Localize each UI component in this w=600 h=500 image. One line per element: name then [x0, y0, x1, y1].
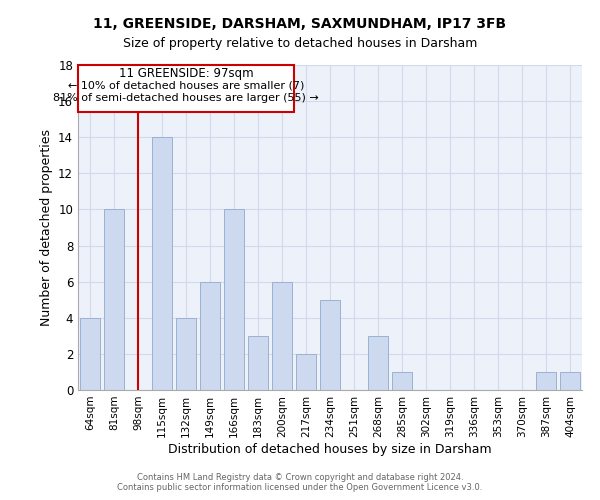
Bar: [296, 354, 316, 390]
Bar: [320, 300, 340, 390]
Bar: [392, 372, 412, 390]
Bar: [248, 336, 268, 390]
Text: 11 GREENSIDE: 97sqm: 11 GREENSIDE: 97sqm: [119, 66, 253, 80]
Text: ← 10% of detached houses are smaller (7): ← 10% of detached houses are smaller (7): [68, 81, 304, 91]
X-axis label: Distribution of detached houses by size in Darsham: Distribution of detached houses by size …: [168, 442, 492, 456]
Bar: [80, 318, 100, 390]
Bar: [224, 210, 244, 390]
Bar: [176, 318, 196, 390]
Y-axis label: Number of detached properties: Number of detached properties: [40, 129, 53, 326]
FancyBboxPatch shape: [79, 65, 293, 112]
Text: Contains HM Land Registry data © Crown copyright and database right 2024.
Contai: Contains HM Land Registry data © Crown c…: [118, 473, 482, 492]
Bar: [368, 336, 388, 390]
Text: 81% of semi-detached houses are larger (55) →: 81% of semi-detached houses are larger (…: [53, 94, 319, 104]
Bar: [200, 282, 220, 390]
Bar: [104, 210, 124, 390]
Bar: [272, 282, 292, 390]
Bar: [560, 372, 580, 390]
Text: Size of property relative to detached houses in Darsham: Size of property relative to detached ho…: [123, 38, 477, 51]
Bar: [536, 372, 556, 390]
Bar: [152, 137, 172, 390]
Text: 11, GREENSIDE, DARSHAM, SAXMUNDHAM, IP17 3FB: 11, GREENSIDE, DARSHAM, SAXMUNDHAM, IP17…: [94, 18, 506, 32]
